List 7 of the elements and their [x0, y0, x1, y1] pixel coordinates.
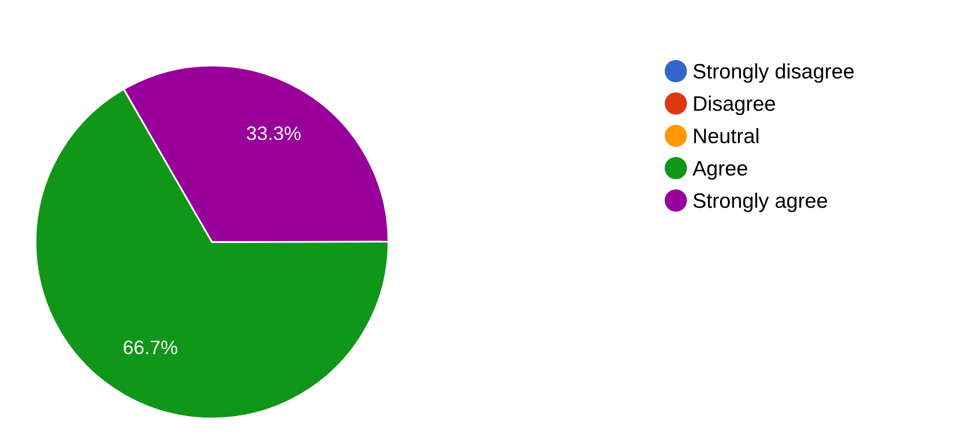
legend-label: Strongly agree	[693, 192, 828, 212]
legend-label: Agree	[692, 161, 748, 180]
data-label: 66.7%	[124, 340, 178, 354]
legend-label: Neutral	[694, 128, 758, 144]
legend-label: Strongly disagree	[693, 63, 854, 83]
data-label: 33.3%	[246, 126, 301, 140]
legend-label: Disagree	[694, 96, 775, 116]
